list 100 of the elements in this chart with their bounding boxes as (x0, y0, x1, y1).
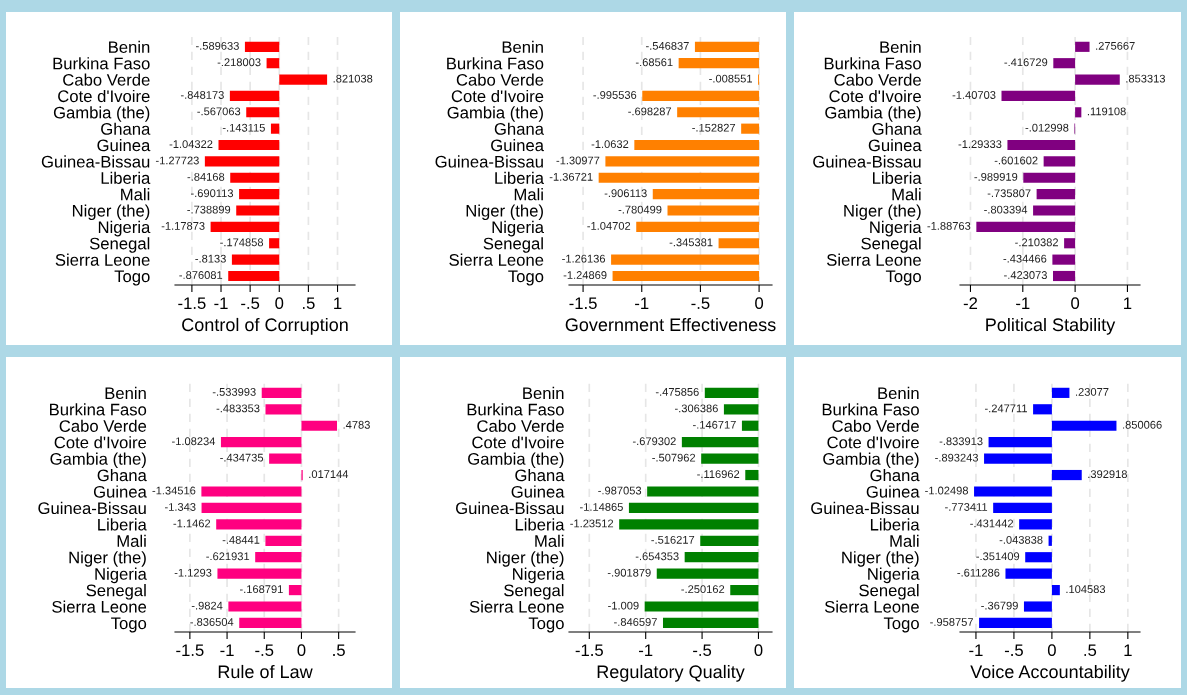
data-label: -.901879 (607, 568, 651, 577)
data-label: .853313 (1126, 74, 1165, 83)
x-axis-title: Control of Corruption (182, 317, 348, 335)
bar (265, 535, 302, 546)
x-tick-label: -1 (214, 297, 228, 309)
data-label: -1.40703 (952, 91, 996, 99)
data-label: -.846597 (614, 618, 657, 626)
x-tick-label: .5 (333, 644, 345, 657)
data-label: -1.1293 (174, 568, 212, 577)
bar (976, 221, 1076, 232)
y-tick-label: Liberia (515, 518, 565, 531)
y-tick-label: Nigeria (513, 567, 565, 584)
data-label: -.9824 (191, 601, 223, 610)
x-tick-label: 0 (297, 644, 306, 657)
data-label: -.36799 (981, 601, 1018, 610)
y-tick-label: Nigeria (870, 220, 922, 237)
x-tick-label: -1 (969, 644, 983, 656)
data-label: -.589633 (196, 41, 239, 50)
y-tick-label: Togo (508, 270, 544, 286)
y-tick-label: Guinea-Bissau (41, 155, 150, 168)
bar (239, 617, 302, 629)
y-tick-label: Ghana (870, 469, 920, 482)
y-tick-label: Liberia (101, 171, 151, 184)
y-tick-label: Gambia (the) (825, 106, 921, 122)
data-label: -1.1462 (173, 519, 211, 528)
bar (1023, 172, 1076, 183)
data-label: .821038 (333, 74, 373, 83)
x-tick-label: -1 (635, 297, 649, 309)
y-tick-label: Burkina Faso (53, 57, 150, 70)
y-tick-label: Senegal (89, 237, 150, 253)
y-tick-label: Gambia (the) (468, 452, 564, 469)
y-tick-label: Burkina Faso (467, 403, 564, 416)
y-tick-label: Ghana (515, 469, 565, 482)
data-label: .119108 (1087, 107, 1126, 116)
x-axis-title: Regulatory Quality (597, 664, 745, 682)
data-label: -1.30977 (556, 156, 600, 165)
y-tick-label: Ghana (494, 122, 544, 135)
bar (1033, 404, 1052, 415)
y-tick-label: Gambia (the) (53, 106, 150, 122)
y-tick-label: Senegal (86, 584, 146, 600)
x-tick-label: -1.5 (176, 644, 204, 657)
x-axis-title: Political Stability (986, 317, 1116, 335)
y-tick-label: Mali (121, 188, 150, 201)
y-tick-label: Benin (523, 386, 564, 400)
x-tick-label: -1.5 (575, 644, 603, 657)
data-label: -.516217 (651, 535, 695, 544)
y-tick-label: Sierra Leone (449, 253, 544, 266)
data-label: -.780499 (618, 205, 662, 214)
data-label: -.507962 (652, 453, 696, 462)
data-label: -1.0632 (591, 140, 629, 149)
y-tick-label: Guinea (868, 139, 922, 152)
data-label: -.833913 (939, 437, 983, 446)
y-tick-label: Nigeria (492, 220, 544, 237)
y-tick-label: Burkina Faso (822, 403, 919, 416)
data-label: -.434735 (220, 453, 264, 462)
data-label: -.250162 (681, 585, 725, 594)
y-tick-label: Sierra Leone (469, 600, 564, 613)
data-label: -1.23512 (570, 519, 614, 528)
data-label: -1.26136 (562, 254, 606, 263)
data-label: -.84168 (187, 172, 225, 181)
data-label: -1.04322 (169, 140, 213, 149)
data-label: -.168791 (239, 585, 283, 594)
data-label: -1.14865 (580, 503, 623, 511)
data-label: -.345381 (669, 238, 713, 247)
y-tick-label: Cote d'Ivoire (451, 89, 544, 103)
bar (1075, 41, 1090, 52)
data-label: -.247711 (984, 404, 1027, 413)
x-tick-label: -.5 (693, 644, 712, 657)
data-label: -.533993 (212, 387, 256, 396)
y-tick-label: Nigeria (98, 220, 151, 237)
data-label: -.690113 (190, 189, 234, 198)
data-label: -.423073 (1004, 271, 1047, 279)
data-label: -.567063 (197, 107, 241, 116)
y-tick-label: Ghana (872, 122, 922, 135)
y-tick-label: Guinea (866, 485, 920, 498)
bar (217, 568, 302, 579)
y-tick-label: Niger (the) (844, 204, 921, 221)
data-label: -.995536 (593, 91, 637, 99)
bar (974, 486, 1052, 497)
x-tick-label: -2 (963, 297, 978, 309)
y-tick-label: Cote d'Ivoire (54, 436, 147, 449)
y-tick-label: Guinea (491, 139, 544, 152)
bar (220, 437, 302, 448)
x-axis-title: Voice Accountability (970, 664, 1130, 682)
data-label: -.679302 (632, 437, 676, 446)
bar (1051, 420, 1117, 431)
y-tick-label: Nigeria (95, 567, 147, 584)
data-label: -.152827 (692, 123, 736, 132)
bar (1051, 469, 1082, 481)
y-tick-label: Nigeria (868, 567, 920, 584)
bar (201, 486, 302, 497)
y-tick-label: Senegal (859, 584, 919, 600)
bar (216, 519, 302, 530)
data-label: -.8133 (195, 254, 226, 263)
bar (261, 387, 302, 398)
y-tick-label: Cabo Verde (834, 73, 921, 86)
y-tick-label: Cote d'Ivoire (829, 89, 921, 103)
y-tick-label: Sierra Leone (827, 253, 921, 266)
bar (269, 453, 302, 464)
data-label: -1.36721 (549, 172, 593, 181)
